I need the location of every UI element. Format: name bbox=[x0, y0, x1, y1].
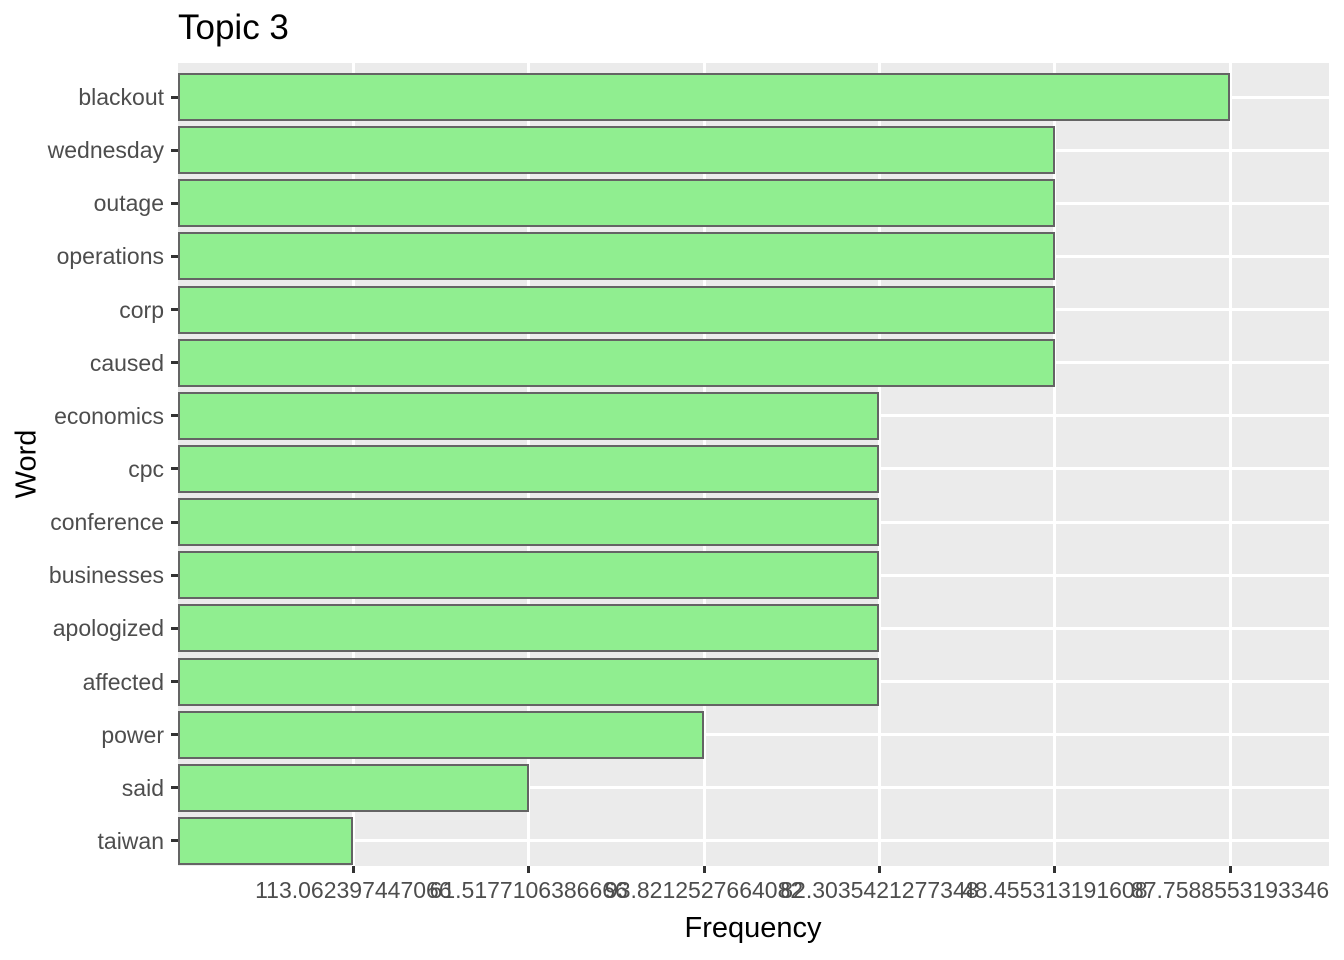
y-tick-mark bbox=[171, 201, 178, 205]
gridline-horizontal bbox=[178, 839, 1329, 843]
y-tick-mark bbox=[171, 520, 178, 524]
gridline-horizontal bbox=[178, 786, 1329, 790]
y-tick-mark bbox=[171, 573, 178, 577]
y-tick-label-operations: operations bbox=[56, 243, 164, 270]
gridline-horizontal bbox=[178, 733, 1329, 737]
x-axis-title: Frequency bbox=[684, 912, 822, 944]
x-tick-mark bbox=[351, 866, 355, 873]
y-tick-mark bbox=[171, 839, 178, 843]
gridline-vertical bbox=[1228, 63, 1232, 866]
bar-power bbox=[178, 710, 705, 759]
y-tick-label-affected: affected bbox=[82, 668, 164, 695]
bar-conference bbox=[178, 498, 880, 547]
bar-affected bbox=[178, 657, 880, 706]
x-tick-mark bbox=[877, 866, 881, 873]
page-title: Topic 3 bbox=[178, 8, 289, 47]
bar-economics bbox=[178, 391, 880, 440]
y-tick-mark bbox=[171, 308, 178, 312]
x-tick-mark bbox=[1228, 866, 1232, 873]
x-tick-label: 113.062397447066 bbox=[255, 877, 452, 903]
bar-wednesday bbox=[178, 126, 1055, 175]
y-tick-label-taiwan: taiwan bbox=[97, 827, 164, 854]
plot-panel bbox=[178, 63, 1329, 866]
x-tick-label: 48.455313191608 bbox=[962, 877, 1148, 903]
y-tick-label-blackout: blackout bbox=[78, 84, 164, 110]
x-tick-label: 61.5177106386666 bbox=[429, 877, 628, 903]
y-tick-label-caused: caused bbox=[89, 349, 164, 376]
y-tick-mark bbox=[171, 626, 178, 630]
x-tick-mark bbox=[1053, 866, 1057, 873]
gridline-vertical bbox=[877, 63, 881, 866]
gridline-vertical bbox=[1053, 63, 1057, 866]
y-tick-label-cpc: cpc bbox=[128, 455, 164, 482]
bar-taiwan bbox=[178, 816, 354, 865]
bar-cpc bbox=[178, 444, 880, 493]
y-tick-mark bbox=[171, 414, 178, 418]
y-tick-label-said: said bbox=[121, 774, 164, 801]
x-tick-label: 82.3035421277348 bbox=[780, 877, 979, 903]
y-tick-label-conference: conference bbox=[50, 509, 164, 536]
x-tick-label: 87.7588553193346 bbox=[1130, 877, 1330, 903]
x-tick-mark bbox=[702, 866, 706, 873]
y-tick-mark bbox=[171, 786, 178, 790]
y-tick-label-outage: outage bbox=[93, 190, 164, 217]
x-tick-label: 93.8212527664082 bbox=[604, 877, 804, 903]
y-tick-mark bbox=[171, 733, 178, 737]
bar-operations bbox=[178, 232, 1055, 281]
bar-caused bbox=[178, 338, 1055, 387]
y-tick-mark bbox=[171, 148, 178, 152]
bar-blackout bbox=[178, 73, 1231, 121]
y-tick-mark bbox=[171, 361, 178, 365]
y-tick-mark bbox=[171, 95, 178, 99]
y-tick-mark bbox=[171, 254, 178, 258]
y-tick-mark bbox=[171, 680, 178, 684]
bar-said bbox=[178, 763, 529, 812]
y-tick-label-power: power bbox=[101, 721, 164, 748]
y-tick-label-wednesday: wednesday bbox=[47, 137, 164, 164]
y-tick-label-apologized: apologized bbox=[52, 615, 164, 642]
bar-apologized bbox=[178, 604, 880, 653]
bar-outage bbox=[178, 179, 1055, 228]
y-tick-label-businesses: businesses bbox=[48, 562, 164, 589]
x-tick-mark bbox=[527, 866, 531, 873]
y-tick-mark bbox=[171, 467, 178, 471]
bar-businesses bbox=[178, 551, 880, 600]
y-tick-label-corp: corp bbox=[119, 296, 164, 323]
bar-corp bbox=[178, 285, 1055, 334]
y-tick-label-economics: economics bbox=[54, 402, 164, 429]
